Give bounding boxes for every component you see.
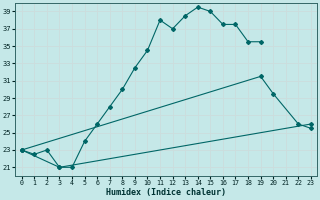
X-axis label: Humidex (Indice chaleur): Humidex (Indice chaleur) [106, 188, 226, 197]
